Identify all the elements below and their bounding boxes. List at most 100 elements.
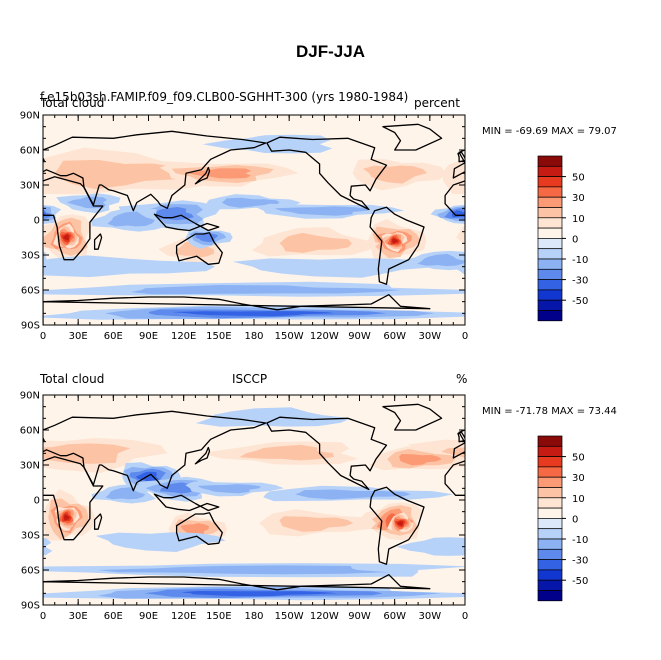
lon-tick-label: 120W xyxy=(310,611,339,622)
map-anomaly-patch xyxy=(180,591,338,597)
coastline-australia xyxy=(175,512,223,545)
map-anomaly-patch xyxy=(97,565,390,575)
colorbar-swatch xyxy=(537,258,563,270)
lon-tick-label: 60E xyxy=(104,331,123,342)
coastline-uk-wrap xyxy=(457,151,465,163)
lon-tick-label: 120W xyxy=(310,331,339,342)
lon-tick-label: 0 xyxy=(40,331,46,342)
map-anomaly-patch xyxy=(62,234,70,241)
colorbar-swatch xyxy=(537,227,563,239)
colorbar-swatch xyxy=(537,445,563,457)
map-anomaly-patch xyxy=(279,232,352,253)
colorbar-label: -30 xyxy=(572,556,588,567)
map-anomaly-patch xyxy=(131,285,402,295)
lon-tick-label: 150W xyxy=(275,611,304,622)
colorbar-swatch xyxy=(537,435,563,447)
lat-tick-label: 30N xyxy=(20,461,40,472)
map-anomaly-patch xyxy=(43,251,57,269)
colorbar-label: 30 xyxy=(572,193,585,204)
colorbar-swatch xyxy=(537,487,563,499)
lon-tick-label: 90W xyxy=(348,331,371,342)
lon-tick-label: 180 xyxy=(244,331,263,342)
colorbar-swatch xyxy=(537,538,563,550)
colorbar-swatch xyxy=(537,155,563,167)
map-anomaly-patch xyxy=(470,499,480,540)
lon-tick-label: 30E xyxy=(69,611,88,622)
lat-tick-label: 60N xyxy=(20,146,40,157)
colorbar-swatch xyxy=(537,186,563,198)
colorbar-swatch xyxy=(537,238,563,250)
coastline-south-america xyxy=(369,486,425,565)
panel-bottom-min-max: MIN = -71.78 MAX = 73.44 xyxy=(482,406,617,417)
lon-tick-label: 60W xyxy=(383,331,406,342)
colorbar-swatch xyxy=(537,507,563,519)
colorbar-swatch xyxy=(537,559,563,571)
map-anomaly-patch xyxy=(221,197,280,208)
lon-tick-label: 0 xyxy=(462,331,468,342)
lon-tick-label: 30E xyxy=(69,331,88,342)
lon-tick-label: 90E xyxy=(139,611,158,622)
lon-tick-label: 150E xyxy=(206,611,231,622)
colorbar-swatch xyxy=(537,310,563,322)
coastline-north-america xyxy=(266,416,388,491)
panel-bottom-colorbar: 50 30 10 0 -10 -30 -50 xyxy=(537,435,588,602)
coastline-antarctica xyxy=(43,294,431,325)
map-anomaly-patch xyxy=(473,222,481,250)
coastline-greenland xyxy=(382,123,443,151)
colorbar-label: -10 xyxy=(572,255,588,266)
coastline-uk xyxy=(43,436,45,442)
figure-title: DJF-JJA xyxy=(296,42,365,61)
colorbar-swatch xyxy=(537,497,563,509)
panel-top-header: f.e15b03sh.FAMIP.f09_f09.CLB00-SGHHT-300… xyxy=(40,90,409,104)
lat-tick-label: 30N xyxy=(20,181,40,192)
lon-tick-label: 0 xyxy=(40,611,46,622)
map-anomaly-patch xyxy=(274,206,370,216)
coastline-africa xyxy=(43,176,104,261)
lon-tick-label: 180 xyxy=(244,611,263,622)
coastline-madagascar xyxy=(93,233,103,250)
colorbar-swatch xyxy=(537,299,563,311)
panel-top-colorbar: 50 30 10 0 -10 -30 -50 xyxy=(537,155,588,322)
panel-bottom-units-label: % xyxy=(456,372,468,386)
colorbar-label: -50 xyxy=(572,576,588,587)
panel-bottom-variable-label: Total cloud xyxy=(40,372,105,386)
colorbar-label: -10 xyxy=(572,535,588,546)
map-anomaly-patch xyxy=(478,509,480,526)
colorbar-label: 10 xyxy=(572,214,585,225)
colorbar-label: 0 xyxy=(572,514,578,525)
colorbar-swatch xyxy=(537,279,563,291)
panel-bottom-dataset-label: ISCCP xyxy=(232,372,268,386)
map-anomaly-patch xyxy=(148,207,194,221)
coastline-indonesia xyxy=(153,213,220,232)
map-anomaly-patch xyxy=(392,238,398,244)
coastline-south-america xyxy=(369,206,425,285)
map-anomaly-patch xyxy=(396,537,465,556)
lat-tick-label: 90N xyxy=(20,391,40,402)
coastline-greenland xyxy=(382,403,443,431)
map-anomaly-patch xyxy=(107,211,156,227)
lon-tick-label: 60W xyxy=(383,611,406,622)
colorbar-swatch xyxy=(537,196,563,208)
colorbar-swatch xyxy=(537,165,563,177)
lat-tick-label: 30S xyxy=(21,531,40,542)
colorbar-swatch xyxy=(537,466,563,478)
colorbar-swatch xyxy=(537,289,563,301)
map-anomaly-patch xyxy=(456,225,465,245)
map-anomaly-patch xyxy=(239,444,335,461)
lat-tick-label: 0 xyxy=(34,496,40,507)
colorbar-label: 50 xyxy=(572,453,585,464)
map-anomaly-patch xyxy=(466,489,481,540)
coastline-australia xyxy=(175,232,223,265)
colorbar-swatch xyxy=(537,590,563,602)
map-anomaly-patch xyxy=(105,487,146,500)
lat-tick-label: 90N xyxy=(20,111,40,122)
lat-tick-label: 90S xyxy=(21,321,40,332)
colorbar-swatch xyxy=(537,476,563,488)
map-anomaly-patch xyxy=(465,218,480,256)
lon-tick-label: 120E xyxy=(171,331,196,342)
lat-tick-label: 30S xyxy=(21,251,40,262)
coastline-uk xyxy=(43,156,45,162)
colorbar-swatch xyxy=(537,528,563,540)
